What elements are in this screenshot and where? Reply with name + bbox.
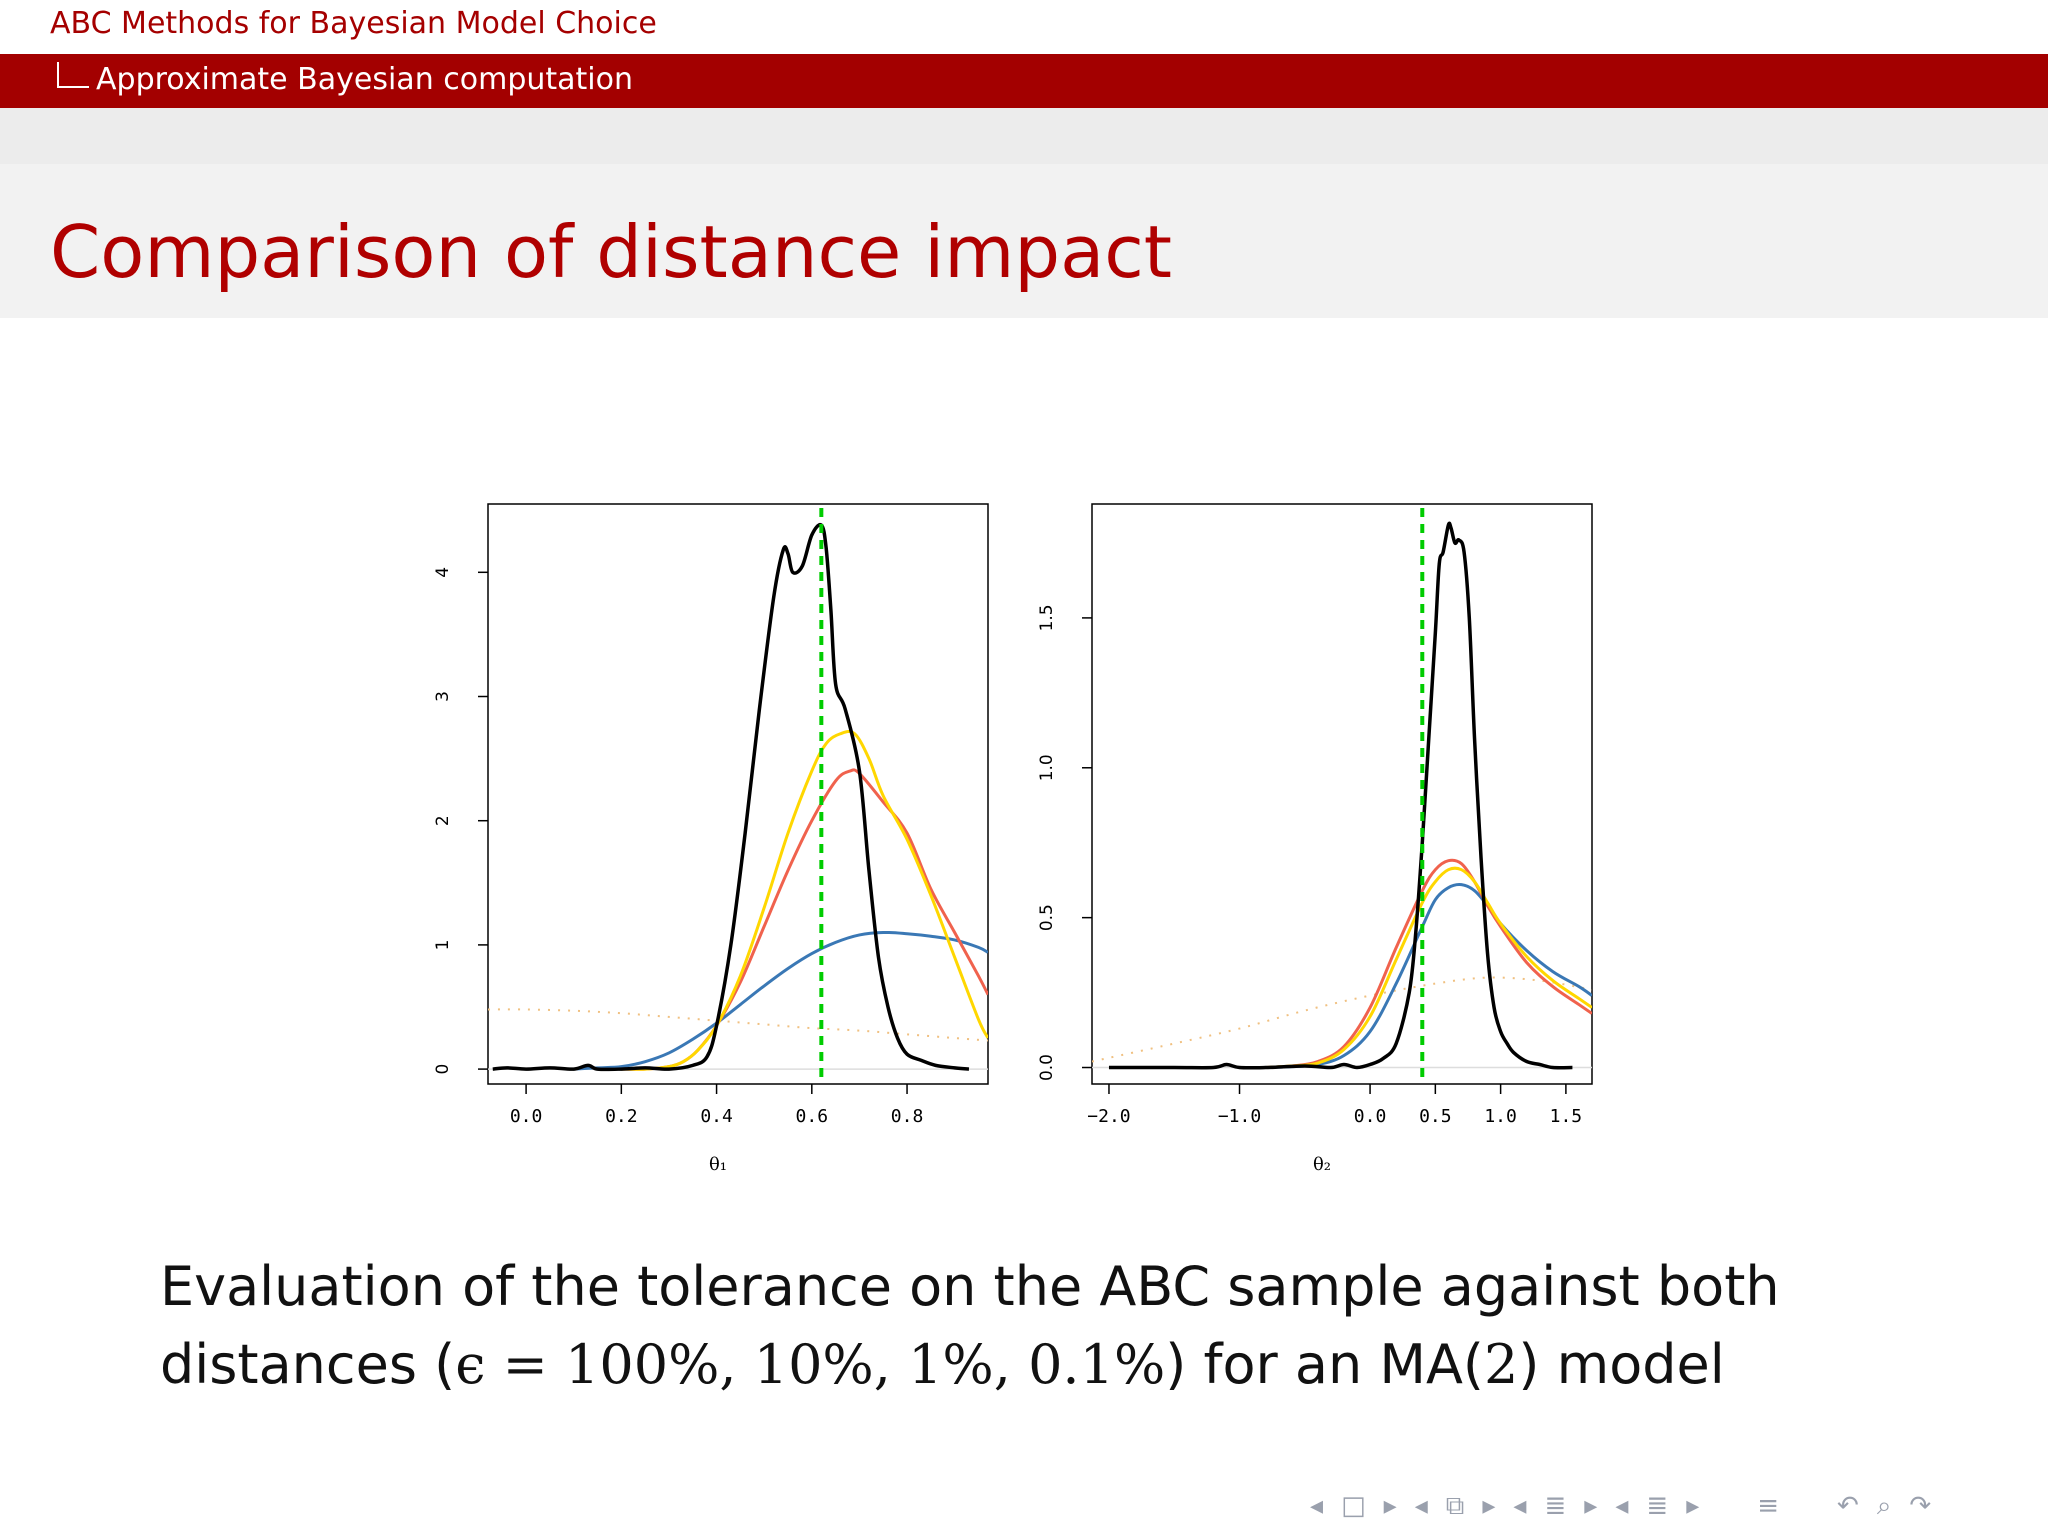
nav-right-arrow-icon[interactable]: ▸ bbox=[1686, 1491, 1700, 1521]
x-tick-label-2: 0.5 bbox=[1419, 1106, 1452, 1127]
presentation-title-bar: ABC Methods for Bayesian Model Choice bbox=[0, 0, 2048, 54]
density-curve-yellow-2 bbox=[1265, 866, 1592, 1070]
y-tick-label-2: 1.5 bbox=[1037, 604, 1057, 631]
nav-right-arrow-icon[interactable]: ▸ bbox=[1482, 1491, 1496, 1521]
x-tick-label-1: 0.8 bbox=[891, 1106, 924, 1127]
x-tick-label-1: 0.4 bbox=[700, 1106, 733, 1127]
nav-left-arrow-icon[interactable]: ◂ bbox=[1615, 1491, 1629, 1521]
x-tick-label-1: 0.6 bbox=[796, 1106, 829, 1127]
density-curve-black-2 bbox=[1108, 521, 1573, 1070]
x-tick-label-2: 0.0 bbox=[1354, 1106, 1387, 1127]
density-curve-blue-1 bbox=[573, 930, 988, 1071]
x-axis-label-2: θ₂ bbox=[1313, 1154, 1331, 1175]
header-spacer bbox=[0, 108, 2048, 164]
document-icon[interactable]: ≣ bbox=[1646, 1491, 1669, 1521]
section-icon[interactable]: ≣ bbox=[1544, 1491, 1567, 1521]
nav-left-arrow-icon[interactable]: ◂ bbox=[1310, 1491, 1324, 1521]
nav-left-arrow-icon[interactable]: ◂ bbox=[1414, 1491, 1428, 1521]
caption-line-1: Evaluation of the tolerance on the ABC s… bbox=[160, 1255, 1780, 1318]
density-curve-black-1 bbox=[492, 522, 970, 1072]
nav-right-arrow-icon[interactable]: ▸ bbox=[1584, 1491, 1598, 1521]
nav-left-arrow-icon[interactable]: ◂ bbox=[1513, 1491, 1527, 1521]
y-tick-label-1: 2 bbox=[433, 815, 453, 826]
presentation-title: ABC Methods for Bayesian Model Choice bbox=[50, 6, 657, 41]
y-tick-label-2: 0.0 bbox=[1037, 1054, 1057, 1081]
density-curve-blue-2 bbox=[1265, 883, 1592, 1070]
frame-icon[interactable]: □ bbox=[1341, 1491, 1366, 1521]
section-title: Approximate Bayesian computation bbox=[96, 62, 633, 97]
caption-end: ) model bbox=[1518, 1333, 1725, 1396]
density-curve-red-1 bbox=[621, 768, 988, 1071]
x-axis-label-1: θ₁ bbox=[709, 1154, 727, 1175]
y-tick-label-1: 0 bbox=[433, 1064, 453, 1075]
x-tick-label-2: −2.0 bbox=[1087, 1106, 1130, 1127]
caption-pre: distances ( bbox=[160, 1333, 456, 1396]
back-icon[interactable]: ↶ bbox=[1837, 1491, 1859, 1521]
slide-title-band: Comparison of distance impact bbox=[0, 164, 2048, 318]
slide-title: Comparison of distance impact bbox=[50, 210, 1173, 294]
tree-corner-icon bbox=[57, 62, 89, 88]
y-tick-label-1: 4 bbox=[433, 567, 453, 578]
density-plots: 0.0 0.2 0.4 0.6 0.8 0 1 2 3 4 θ₁ −2.0 −1.0 0.0 0.5 1.0 1… bbox=[433, 503, 1593, 1175]
beamer-navigation: ◂ □ ▸ ◂ ⧉ ▸ ◂ ≣ ▸ ◂ ≣ ▸ ≡ ↶ ⌕ ↷ bbox=[1310, 1488, 1931, 1524]
caption-post: ) for an MA( bbox=[1165, 1333, 1484, 1396]
section-bar: Approximate Bayesian computation bbox=[0, 54, 2048, 108]
density-curve-red-2 bbox=[1265, 858, 1592, 1070]
caption-line-2: distances (ϵ = 100%, 10%, 1%, 0.1%) for … bbox=[160, 1326, 1960, 1404]
y-tick-label-1: 1 bbox=[433, 939, 453, 950]
y-tick-label-2: 1.0 bbox=[1037, 754, 1057, 781]
caption-math: ϵ = 100%, 10%, 1%, 0.1% bbox=[455, 1333, 1166, 1396]
slide-caption: Evaluation of the tolerance on the ABC s… bbox=[160, 1248, 1960, 1404]
caption-num: 2 bbox=[1484, 1333, 1519, 1396]
search-icon[interactable]: ⌕ bbox=[1876, 1490, 1892, 1521]
subsection-icon[interactable]: ⧉ bbox=[1445, 1490, 1465, 1521]
plot-frame-2 bbox=[1091, 503, 1593, 1085]
forward-icon[interactable]: ↷ bbox=[1909, 1491, 1932, 1521]
nav-right-arrow-icon[interactable]: ▸ bbox=[1383, 1491, 1397, 1521]
x-tick-label-2: 1.5 bbox=[1550, 1106, 1583, 1127]
align-icon[interactable]: ≡ bbox=[1757, 1491, 1780, 1521]
x-tick-label-2: −1.0 bbox=[1218, 1106, 1261, 1127]
x-tick-label-1: 0.2 bbox=[605, 1106, 638, 1127]
density-curve-yellow-1 bbox=[621, 730, 988, 1071]
y-tick-label-1: 3 bbox=[433, 691, 453, 702]
x-tick-label-2: 1.0 bbox=[1484, 1106, 1517, 1127]
plot-frame-1 bbox=[487, 503, 989, 1085]
x-tick-label-1: 0.0 bbox=[510, 1106, 543, 1127]
y-tick-label-2: 0.5 bbox=[1037, 904, 1057, 931]
density-curve-dotted-1 bbox=[488, 1008, 988, 1042]
